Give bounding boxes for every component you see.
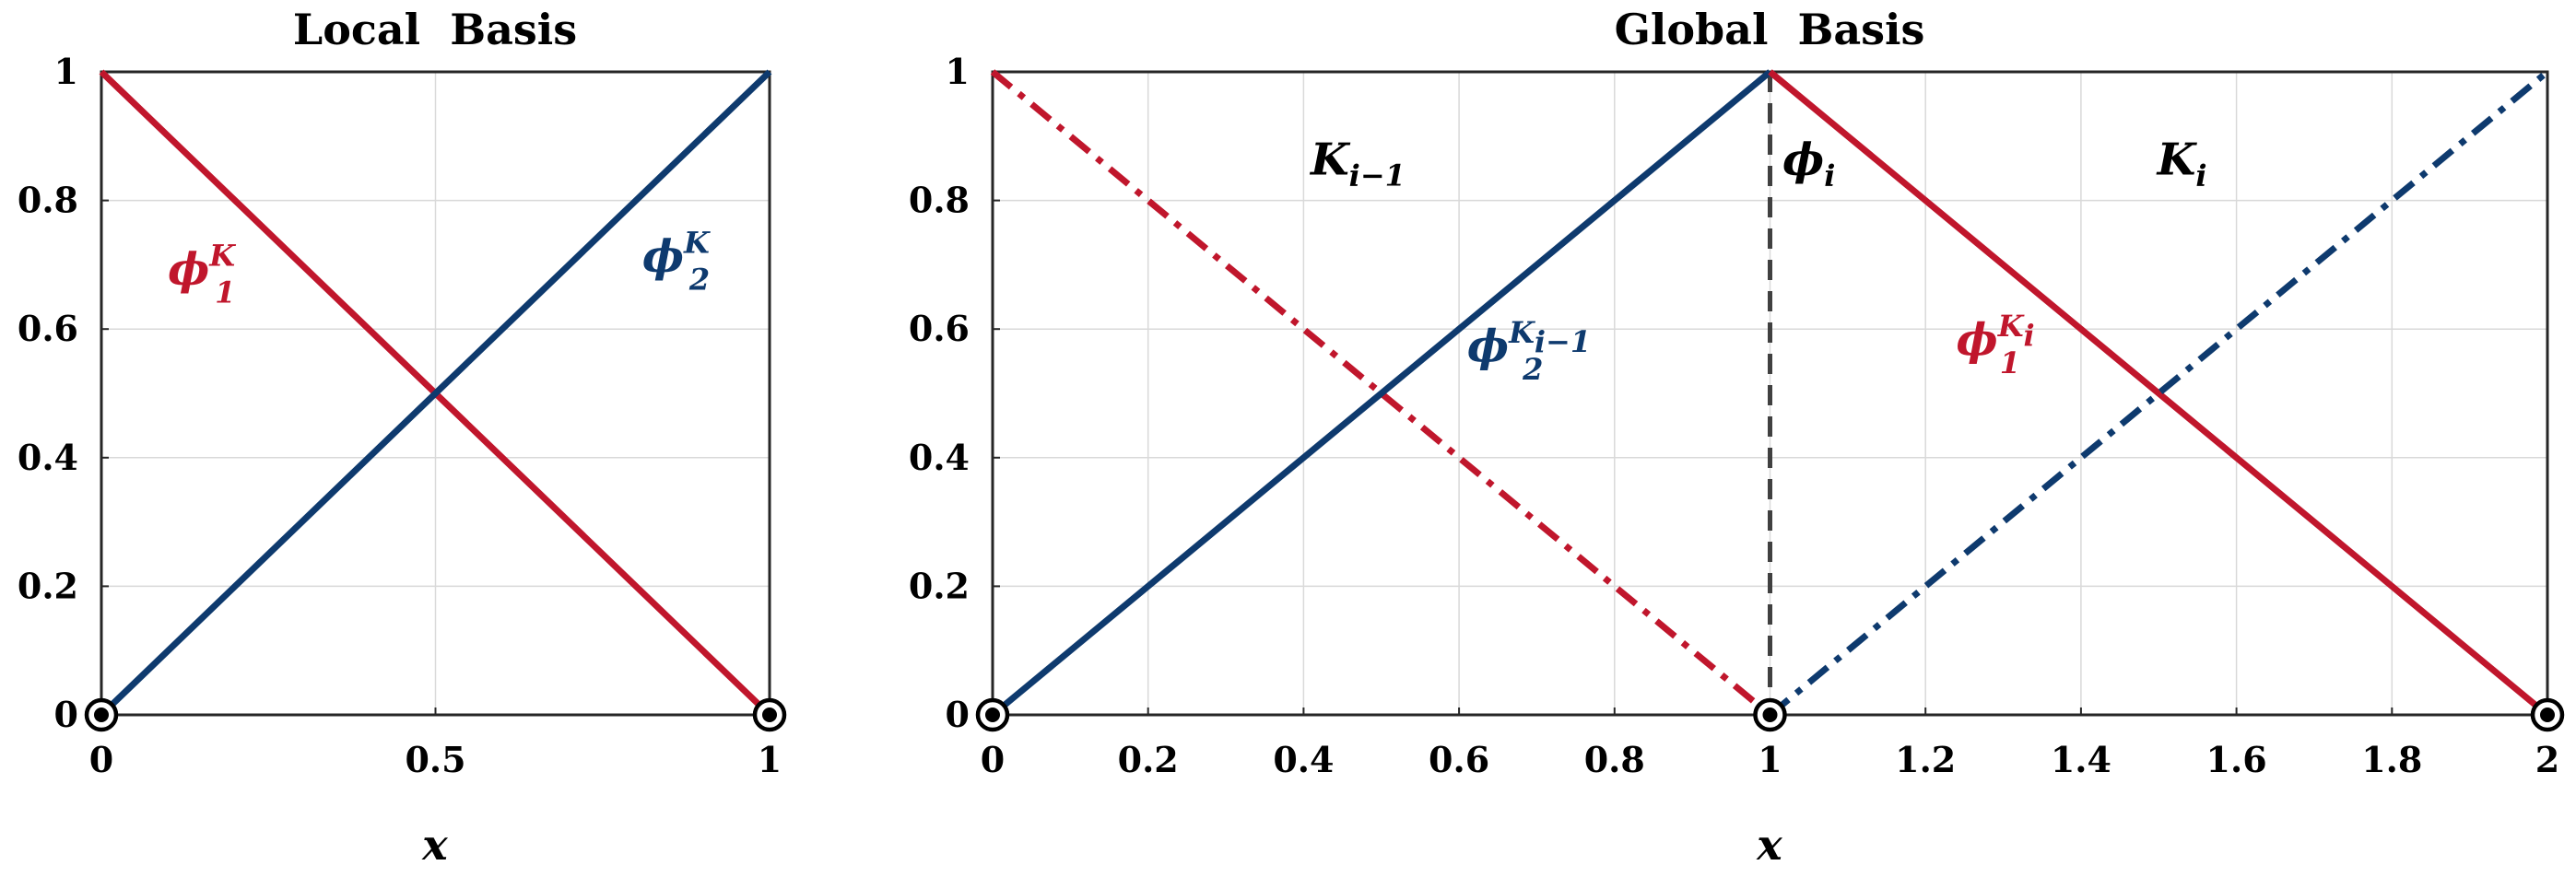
chart-title: Local Basis <box>293 5 577 54</box>
x-tick-label: 1 <box>758 739 782 780</box>
x-tick-label: 1.4 <box>2051 739 2111 780</box>
x-tick-label: 0.6 <box>1429 739 1489 780</box>
node-marker <box>752 697 787 732</box>
series-line-2 <box>99 69 772 718</box>
y-tick-label: 0 <box>54 694 78 735</box>
y-tick-label: 0.8 <box>909 180 970 221</box>
y-tick-label: 0.8 <box>18 180 78 221</box>
x-tick-label: 2 <box>2535 739 2559 780</box>
curve-annotation: Ki <box>2156 134 2207 193</box>
node-marker <box>84 697 119 732</box>
curve-annotation: Ki−1 <box>1309 134 1406 193</box>
x-tick-label: 1 <box>1758 739 1782 780</box>
x-tick-label: 1.8 <box>2361 739 2422 780</box>
chart-title: Global Basis <box>1615 5 1925 54</box>
x-tick-label: 0 <box>981 739 1005 780</box>
x-tick-label: 1.2 <box>1895 739 1956 780</box>
x-tick-label: 0.4 <box>1273 739 1334 780</box>
x-tick-label: 0.2 <box>1118 739 1179 780</box>
node-marker <box>2530 697 2565 732</box>
x-axis-label: x <box>421 820 448 870</box>
y-tick-label: 0.2 <box>909 565 970 606</box>
series-line-2 <box>990 69 1772 718</box>
series-line-3 <box>1768 69 2550 718</box>
x-tick-label: 0.8 <box>1584 739 1645 780</box>
curve-annotation: ϕKi−1 2 <box>1467 315 1591 387</box>
node-marker <box>1753 697 1787 732</box>
series-line-4 <box>1768 69 2550 718</box>
y-tick-label: 0.4 <box>909 437 970 478</box>
curve-annotation: ϕK 1 <box>168 238 236 310</box>
x-axis-label: x <box>1756 820 1782 870</box>
y-tick-label: 0.6 <box>909 308 970 349</box>
series-line-1 <box>990 69 1772 718</box>
curve-annotation: ϕKi 1 <box>1957 309 2035 380</box>
x-tick-label: 1.6 <box>2206 739 2267 780</box>
y-tick-label: 1 <box>54 51 78 92</box>
node-marker <box>975 697 1010 732</box>
curve-annotation: ϕi <box>1782 134 1835 193</box>
local-basis-chart: Local Basis x 0 0.5 1 0 0.2 0.4 0.6 0.8 1 ϕK 1 ϕK 2 <box>18 5 787 870</box>
x-tick-label: 0 <box>89 739 113 780</box>
y-tick-label: 0.4 <box>18 437 78 478</box>
y-tick-label: 0 <box>946 694 970 735</box>
x-tick-label: 0.5 <box>405 739 465 780</box>
y-tick-label: 0.2 <box>18 565 78 606</box>
curve-annotation: ϕK 2 <box>642 225 711 297</box>
y-tick-label: 1 <box>946 51 970 92</box>
y-tick-label: 0.6 <box>18 308 78 349</box>
global-basis-chart: Global Basis x 0 0.2 0.4 0.6 0.8 1 1.2 1.4 1.6 1.… <box>909 5 2565 870</box>
